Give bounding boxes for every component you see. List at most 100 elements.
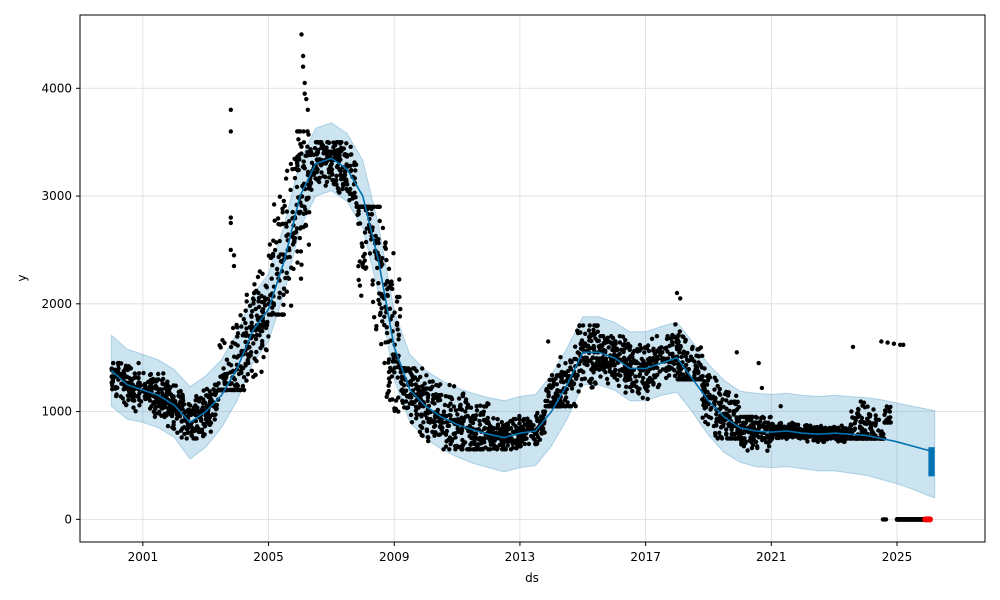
observed-point <box>677 350 682 355</box>
observed-point <box>718 392 723 397</box>
observed-point <box>419 412 424 417</box>
observed-point <box>468 405 474 410</box>
observed-point <box>647 356 652 361</box>
observed-point <box>303 207 308 212</box>
observed-point <box>754 415 759 420</box>
observed-point <box>203 413 208 418</box>
observed-point <box>161 371 166 376</box>
observed-point <box>578 382 584 388</box>
observed-point <box>700 397 705 402</box>
observed-point <box>272 218 277 223</box>
observed-point <box>344 162 349 167</box>
observed-point <box>590 385 595 390</box>
observed-point <box>821 439 827 444</box>
observed-point <box>697 377 702 382</box>
observed-point <box>229 381 234 386</box>
observed-point <box>683 354 688 359</box>
observed-point <box>386 383 391 388</box>
observed-point <box>421 386 427 391</box>
observed-point <box>627 355 632 360</box>
observed-point <box>901 342 906 347</box>
observed-point <box>228 215 233 220</box>
observed-point <box>622 377 627 382</box>
observed-point <box>622 357 627 362</box>
observed-point <box>474 408 480 413</box>
observed-point <box>159 405 164 410</box>
observed-point <box>467 447 472 452</box>
observed-point <box>589 338 594 344</box>
observed-point <box>503 429 508 435</box>
observed-point <box>263 283 268 288</box>
observed-point <box>741 444 747 449</box>
observed-point <box>477 418 482 424</box>
observed-point <box>551 395 556 400</box>
observed-point <box>395 327 400 332</box>
observed-point <box>357 221 363 226</box>
observed-point <box>838 434 844 439</box>
observed-point <box>259 369 264 374</box>
observed-point <box>854 436 859 441</box>
observed-point <box>344 141 349 146</box>
observed-point <box>266 334 271 339</box>
observed-point <box>478 447 483 452</box>
observed-point <box>126 397 131 403</box>
observed-point <box>190 425 195 431</box>
y-axis-label: y <box>15 274 29 281</box>
observed-point <box>370 299 376 305</box>
x-tick-label: 2005 <box>253 550 284 564</box>
observed-point <box>278 222 283 227</box>
observed-point <box>364 226 369 231</box>
x-tick-label: 2013 <box>505 550 536 564</box>
observed-point <box>432 433 437 438</box>
observed-point <box>504 437 509 442</box>
observed-point <box>338 157 343 162</box>
observed-point <box>724 432 729 437</box>
observed-point <box>704 413 709 418</box>
observed-point <box>217 343 222 348</box>
observed-point <box>396 333 402 338</box>
observed-point <box>665 349 670 354</box>
observed-point <box>615 353 621 358</box>
observed-point <box>598 374 603 379</box>
observed-point <box>138 399 144 404</box>
observed-point <box>627 385 633 390</box>
observed-point <box>798 436 803 441</box>
observed-point <box>654 360 659 365</box>
observed-point <box>505 421 510 426</box>
observed-point <box>526 441 532 447</box>
observed-point <box>128 366 134 371</box>
observed-point <box>651 381 656 386</box>
observed-point <box>883 517 889 522</box>
observed-point <box>424 428 430 434</box>
observed-point <box>241 317 246 322</box>
observed-point <box>700 415 705 420</box>
observed-point <box>844 429 849 434</box>
observed-point <box>370 282 375 287</box>
observed-point <box>235 331 241 336</box>
observed-points-layer <box>109 32 928 522</box>
observed-point <box>161 413 166 418</box>
observed-point <box>385 293 390 298</box>
observed-point <box>670 351 675 356</box>
observed-point <box>734 393 739 398</box>
observed-point <box>294 184 300 190</box>
observed-point <box>341 175 347 180</box>
observed-point <box>218 387 223 393</box>
observed-point <box>521 416 527 422</box>
observed-point <box>384 394 389 399</box>
observed-point <box>277 238 282 244</box>
observed-point <box>220 375 226 381</box>
observed-point <box>261 354 266 360</box>
observed-point <box>254 313 260 318</box>
observed-point <box>526 424 531 430</box>
observed-point <box>430 397 436 402</box>
observed-point <box>624 384 629 389</box>
x-tick-label: 2001 <box>128 550 159 564</box>
observed-point <box>580 323 586 328</box>
observed-point <box>299 203 304 208</box>
observed-point <box>665 334 670 339</box>
observed-point <box>480 412 486 417</box>
observed-point <box>309 187 314 192</box>
observed-point <box>189 433 194 438</box>
observed-point <box>645 396 650 402</box>
